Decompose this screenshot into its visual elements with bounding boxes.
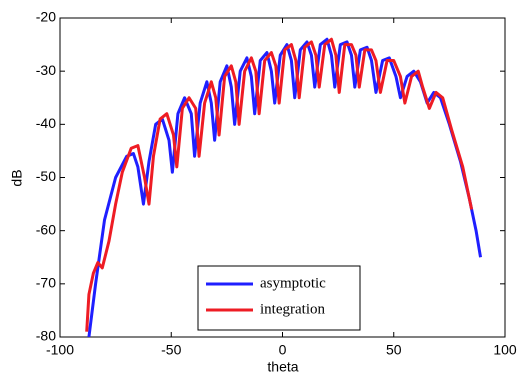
legend: asymptotic integration: [197, 265, 361, 331]
line-series: [85, 37, 474, 332]
y-tick-label: -20: [36, 9, 56, 25]
x-tick-label: 50: [386, 342, 402, 358]
y-tick-label: -50: [36, 168, 56, 184]
x-axis-label: theta: [267, 359, 298, 375]
x-tick-label: -50: [161, 342, 181, 358]
y-tick-label: -60: [36, 221, 56, 237]
y-axis-label: dB: [9, 169, 25, 186]
y-tick-label: -30: [36, 62, 56, 78]
y-tick-label: -70: [36, 275, 56, 291]
y-tick-label: -40: [36, 115, 56, 131]
legend-label: asymptotic: [260, 275, 326, 291]
x-tick-label: 100: [493, 342, 517, 358]
y-tick-label: -80: [36, 328, 56, 344]
x-tick-label: 0: [279, 342, 287, 358]
x-tick-label: -100: [46, 342, 74, 358]
legend-box: [197, 265, 361, 331]
legend-label: integration: [260, 301, 325, 317]
